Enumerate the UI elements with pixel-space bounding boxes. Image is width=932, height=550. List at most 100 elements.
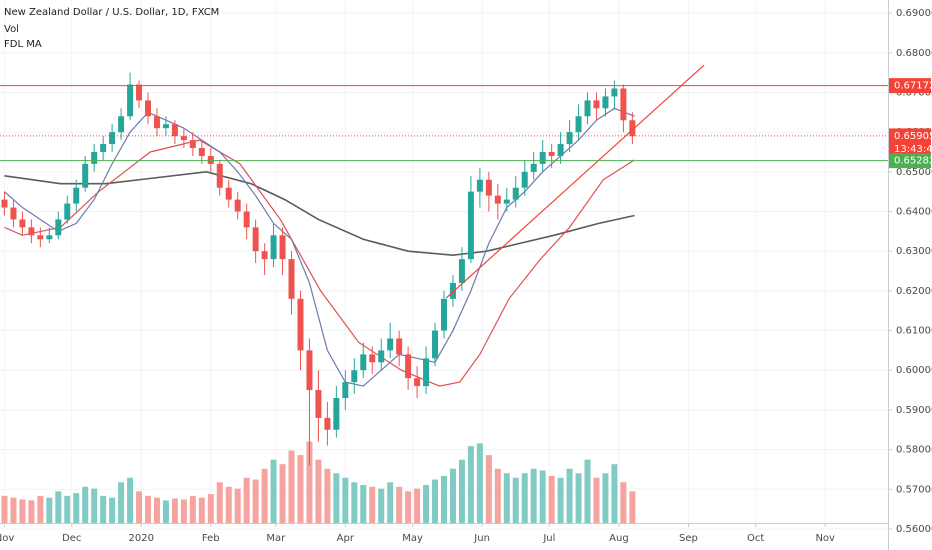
candle-body xyxy=(306,350,313,391)
candle-body xyxy=(189,140,196,149)
volume-bar xyxy=(467,446,474,523)
volume-bar xyxy=(351,482,358,523)
price-label-box xyxy=(889,153,931,169)
x-tick-label: Dec xyxy=(62,533,81,544)
candle-body xyxy=(441,298,447,331)
volume-bar xyxy=(162,500,169,523)
volume-bar xyxy=(109,497,116,523)
candle-body xyxy=(225,187,232,200)
price-label: 0.65282 xyxy=(894,156,932,167)
candle-body xyxy=(405,354,412,379)
candle-body xyxy=(485,179,492,196)
volume-bar xyxy=(512,477,519,523)
candle-body xyxy=(279,235,286,260)
volume-bar xyxy=(396,486,403,523)
candle-body xyxy=(575,116,582,133)
volume-bar xyxy=(153,497,160,523)
candle-body xyxy=(145,100,151,117)
candle-body xyxy=(557,144,564,156)
volume-bar xyxy=(611,464,618,523)
volume-bar xyxy=(566,468,573,523)
candle-body xyxy=(378,350,385,363)
x-tick-label: Aug xyxy=(609,533,629,544)
volume-bar xyxy=(602,473,609,523)
volume-bar xyxy=(423,485,430,523)
x-tick-label: Jul xyxy=(542,533,555,544)
volume-bar xyxy=(575,473,582,523)
volume-bar xyxy=(64,495,71,523)
volume-bar xyxy=(19,499,26,523)
volume-bar xyxy=(118,482,125,523)
volume-bar xyxy=(127,477,134,523)
volume-bar xyxy=(82,486,89,523)
candle-body xyxy=(611,88,618,97)
candle-body xyxy=(467,191,474,260)
candle-body xyxy=(55,219,62,236)
volume-bar xyxy=(620,482,627,523)
candle-body xyxy=(494,195,501,204)
candle-body xyxy=(396,338,403,355)
volume-bar xyxy=(521,473,528,523)
candle-body xyxy=(620,88,627,121)
volume-bar xyxy=(324,468,331,523)
candle-body xyxy=(432,330,439,359)
volume-bar xyxy=(369,486,376,523)
candle-body xyxy=(629,120,636,137)
volume-bar xyxy=(432,479,439,523)
volume-bar xyxy=(288,450,295,523)
trend-line xyxy=(445,64,705,299)
candle-body xyxy=(288,259,295,299)
candle-body xyxy=(46,235,53,240)
candle-body xyxy=(10,207,17,220)
volume xyxy=(1,441,636,523)
candle-body xyxy=(37,235,44,240)
volume-bar xyxy=(449,468,456,523)
volume-bar xyxy=(198,497,205,523)
x-tick-label: Jun xyxy=(473,533,490,544)
volume-bar xyxy=(1,495,8,523)
candle-body xyxy=(118,116,125,133)
candle-body xyxy=(234,199,241,212)
volume-bar xyxy=(441,475,447,523)
volume-bar xyxy=(234,488,241,523)
candle-body xyxy=(593,100,600,109)
volume-bar xyxy=(261,468,268,523)
volume-bar xyxy=(55,491,62,523)
candle-body xyxy=(315,390,322,418)
candle-body xyxy=(270,235,277,260)
y-tick-label: 0.56000 xyxy=(896,524,932,535)
candle-body xyxy=(243,211,250,228)
volume-bar xyxy=(342,477,349,523)
price-label: 0.67172 xyxy=(894,81,932,92)
candle-body xyxy=(584,100,591,117)
volume-bar xyxy=(530,468,537,523)
volume-bar xyxy=(10,497,17,523)
candle-body xyxy=(127,84,134,117)
candle-body xyxy=(64,203,71,220)
candle-body xyxy=(91,151,98,164)
moving-average xyxy=(4,171,635,256)
candle-body xyxy=(207,155,214,164)
volume-bar xyxy=(100,495,107,523)
volume-bar xyxy=(485,455,492,523)
volume-bar xyxy=(180,499,187,523)
countdown-label: 13:43:43 xyxy=(894,144,932,155)
candle-body xyxy=(73,187,80,204)
candle-body xyxy=(100,144,107,152)
volume-bar xyxy=(405,491,412,523)
candle-body xyxy=(252,227,259,252)
chart-title: New Zealand Dollar / U.S. Dollar, 1D, FX… xyxy=(4,7,219,18)
candle-body xyxy=(109,132,116,145)
volume-bar xyxy=(378,488,385,523)
candle-body xyxy=(19,219,26,228)
candle-body xyxy=(261,251,268,260)
moving-average xyxy=(4,107,635,387)
candle-body xyxy=(530,163,537,172)
x-tick-label: Nov xyxy=(815,533,835,544)
candle-body xyxy=(216,163,223,188)
